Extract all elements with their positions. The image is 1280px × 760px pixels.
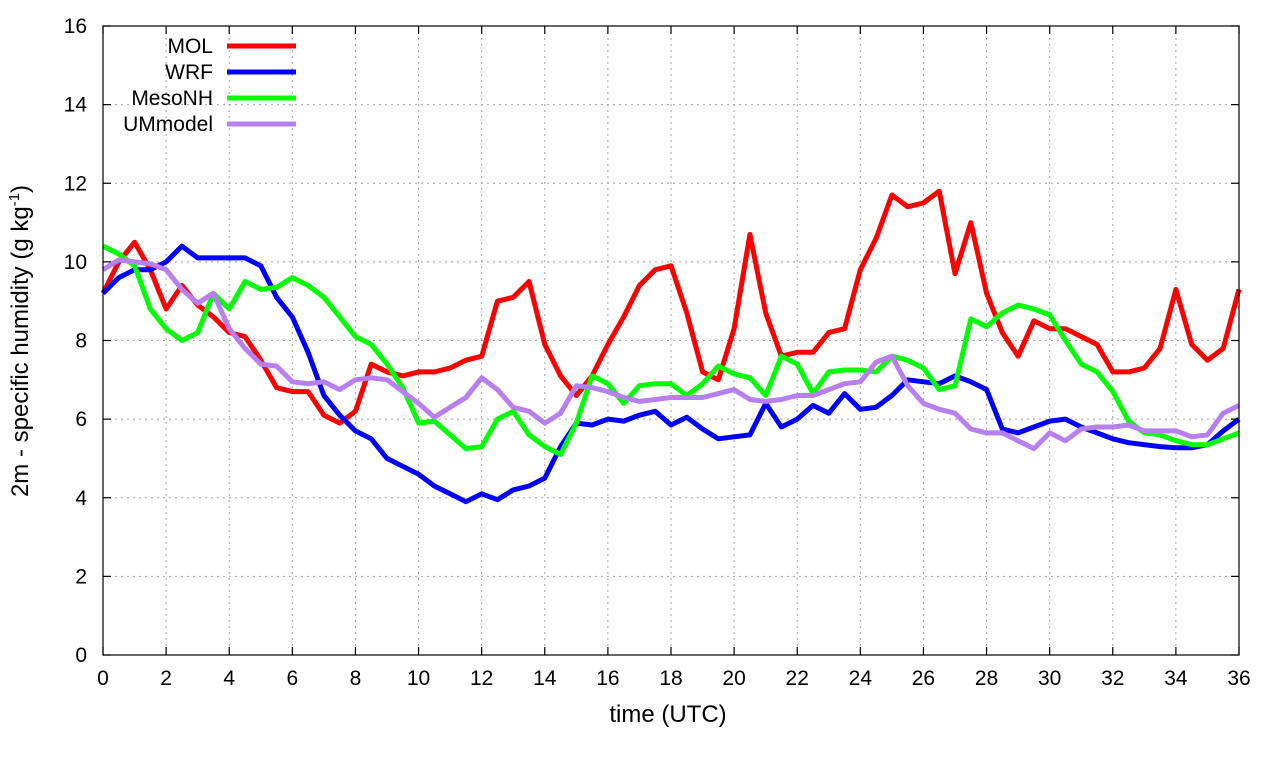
x-tick-label: 32 — [1101, 667, 1124, 690]
y-tick-label: 10 — [64, 251, 87, 274]
legend-label-wrf: WRF — [165, 61, 213, 84]
x-tick-label: 24 — [849, 667, 873, 690]
x-tick-label: 8 — [350, 667, 362, 690]
x-tick-label: 26 — [912, 667, 935, 690]
y-axis-title-main: 2m - specific humidity (g kg — [7, 206, 34, 497]
y-tick-label: 6 — [75, 408, 87, 431]
legend: MOL WRF MesoNH UMmodel — [123, 35, 296, 136]
x-tick-label: 4 — [223, 667, 235, 690]
x-tick-label: 36 — [1227, 667, 1250, 690]
axis-ticks — [102, 25, 1240, 656]
x-tick-label: 16 — [596, 667, 619, 690]
x-tick-label: 0 — [97, 667, 109, 690]
x-tick-label: 30 — [1038, 667, 1061, 690]
x-tick-label: 28 — [975, 667, 998, 690]
x-tick-labels: 0 2 4 6 8 10 12 14 16 18 20 22 24 26 28 30 32 34 36 — [97, 667, 1251, 690]
x-tick-label: 2 — [160, 667, 172, 690]
x-tick-label: 18 — [659, 667, 682, 690]
grid-lines — [103, 26, 1239, 655]
y-tick-labels: 0 2 4 6 8 10 12 14 16 — [64, 15, 88, 667]
y-tick-label: 0 — [75, 644, 87, 667]
y-tick-label: 14 — [64, 94, 88, 117]
y-tick-label: 8 — [75, 330, 87, 353]
legend-label-mesonh: MesoNH — [131, 87, 213, 110]
x-tick-label: 14 — [533, 667, 557, 690]
x-tick-label: 12 — [470, 667, 493, 690]
y-axis-title-superscript: -1 — [6, 193, 23, 206]
y-axis-title: 2m - specific humidity (g kg-1) — [6, 185, 34, 497]
y-tick-label: 16 — [64, 15, 87, 38]
y-tick-label: 2 — [75, 565, 87, 588]
x-tick-label: 20 — [722, 667, 745, 690]
series-lines — [100, 188, 1242, 505]
x-tick-label: 34 — [1164, 667, 1188, 690]
legend-label-ummodel: UMmodel — [123, 113, 213, 136]
series-line-wrf — [101, 243, 1241, 505]
y-axis-title-suffix: ) — [7, 185, 34, 193]
x-tick-label: 22 — [786, 667, 809, 690]
legend-label-mol: MOL — [167, 35, 213, 58]
series-line-ummodel — [101, 257, 1241, 452]
y-tick-label: 12 — [64, 172, 87, 195]
series-line-mol — [100, 188, 1242, 426]
x-axis-title: time (UTC) — [609, 701, 726, 728]
y-tick-label: 4 — [75, 487, 87, 510]
x-tick-label: 10 — [407, 667, 430, 690]
series-line-mesonh — [101, 243, 1240, 457]
x-tick-label: 6 — [286, 667, 298, 690]
